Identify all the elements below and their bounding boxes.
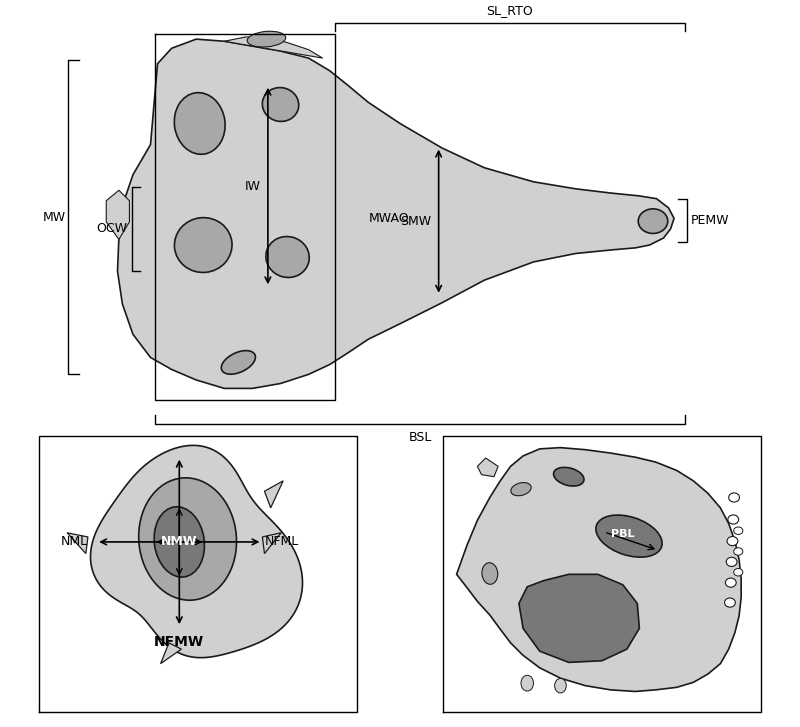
- Text: NML: NML: [61, 535, 88, 548]
- Polygon shape: [265, 481, 283, 508]
- Ellipse shape: [266, 236, 310, 278]
- Ellipse shape: [728, 515, 738, 524]
- Ellipse shape: [511, 483, 531, 496]
- Text: PBL: PBL: [611, 529, 634, 539]
- Ellipse shape: [726, 578, 736, 587]
- Ellipse shape: [482, 563, 498, 585]
- Text: MWAO: MWAO: [368, 212, 409, 225]
- Ellipse shape: [222, 350, 255, 374]
- Ellipse shape: [727, 537, 738, 546]
- Ellipse shape: [729, 493, 739, 502]
- Text: IW: IW: [245, 180, 261, 193]
- Text: OCW: OCW: [96, 222, 127, 236]
- Ellipse shape: [725, 598, 735, 607]
- Text: SL_RTO: SL_RTO: [486, 4, 534, 17]
- Ellipse shape: [138, 478, 237, 601]
- Polygon shape: [224, 37, 322, 58]
- Polygon shape: [106, 190, 130, 239]
- Ellipse shape: [554, 678, 566, 693]
- Text: BSL: BSL: [408, 430, 432, 443]
- Ellipse shape: [247, 31, 286, 47]
- Polygon shape: [262, 533, 281, 553]
- Polygon shape: [161, 643, 182, 664]
- Ellipse shape: [734, 569, 743, 576]
- Ellipse shape: [174, 92, 225, 154]
- Text: NFMW: NFMW: [154, 635, 204, 649]
- Ellipse shape: [554, 467, 584, 486]
- Polygon shape: [118, 39, 674, 388]
- Polygon shape: [90, 446, 302, 658]
- Text: NFML: NFML: [265, 535, 298, 548]
- Ellipse shape: [596, 515, 662, 557]
- Polygon shape: [67, 533, 88, 553]
- Text: SMW: SMW: [401, 214, 432, 228]
- Polygon shape: [478, 458, 498, 477]
- Text: PEMW: PEMW: [691, 214, 730, 227]
- Ellipse shape: [726, 558, 737, 566]
- Ellipse shape: [262, 87, 298, 121]
- Ellipse shape: [734, 547, 743, 555]
- Ellipse shape: [734, 527, 743, 534]
- Text: NMW: NMW: [161, 535, 198, 548]
- Text: MW: MW: [42, 211, 66, 224]
- Polygon shape: [457, 448, 741, 691]
- Ellipse shape: [521, 675, 534, 691]
- Ellipse shape: [154, 507, 205, 577]
- Ellipse shape: [638, 209, 668, 233]
- Polygon shape: [519, 574, 639, 662]
- Ellipse shape: [174, 217, 232, 273]
